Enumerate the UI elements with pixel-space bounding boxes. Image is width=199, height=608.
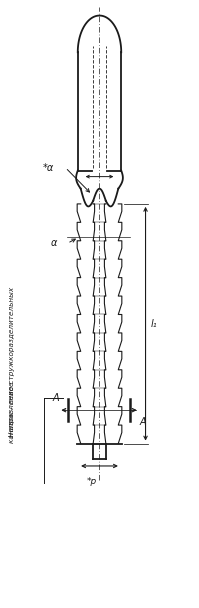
Text: α: α	[51, 238, 57, 248]
Text: Направление стружкоразделительных: Направление стружкоразделительных	[9, 286, 15, 437]
Text: A: A	[139, 418, 146, 427]
Text: *α: *α	[42, 162, 54, 173]
Text: A: A	[52, 393, 59, 403]
Text: канавок – левое: канавок – левое	[9, 381, 15, 443]
Text: *p: *p	[87, 477, 97, 486]
Text: l₁: l₁	[150, 319, 157, 329]
